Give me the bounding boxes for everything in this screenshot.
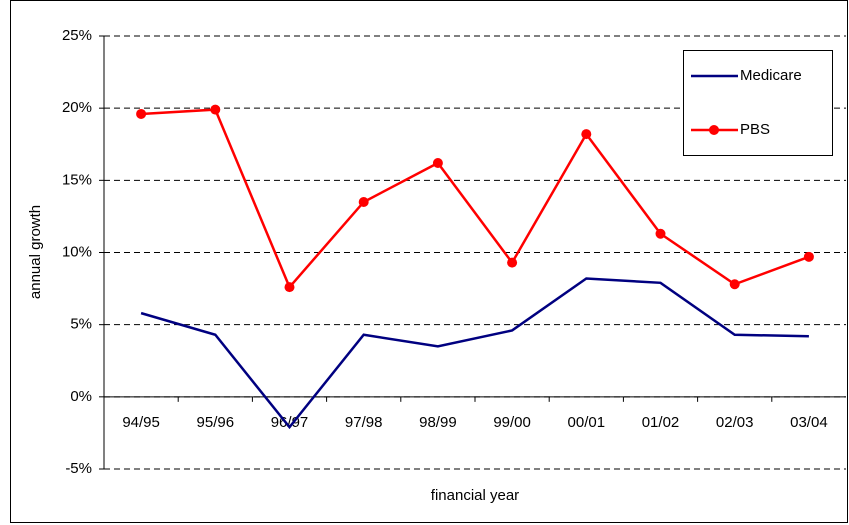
y-tick-label: 0% [70, 388, 92, 405]
legend-label: PBS [740, 121, 770, 138]
line-series [140, 277, 809, 430]
y-axis-title: annual growth [27, 205, 44, 299]
data-point [729, 279, 740, 290]
data-point [655, 228, 666, 239]
legend-label: Medicare [740, 67, 802, 84]
data-point [803, 251, 814, 262]
data-point [432, 158, 443, 169]
x-tick-label: 01/02 [642, 414, 680, 431]
x-tick-label: 98/99 [419, 414, 457, 431]
data-point [358, 196, 369, 207]
legend-marker [709, 125, 719, 135]
data-point [284, 282, 295, 293]
y-tick-label: -5% [65, 460, 92, 477]
y-tick-label: 10% [62, 243, 92, 260]
x-tick-label: 95/96 [197, 414, 235, 431]
y-tick-label: 25% [62, 27, 92, 44]
x-tick-label: 99/00 [493, 414, 531, 431]
x-tick-label: 97/98 [345, 414, 383, 431]
x-tick-label: 03/04 [790, 414, 828, 431]
y-tick-label: 5% [70, 316, 92, 333]
data-point [581, 129, 592, 140]
x-axis-title: financial year [431, 487, 519, 504]
data-point [210, 104, 221, 115]
x-tick-label: 96/97 [271, 414, 309, 431]
x-tick-label: 00/01 [568, 414, 606, 431]
y-tick-label: 20% [62, 99, 92, 116]
data-point [136, 108, 147, 119]
x-tick-label: 02/03 [716, 414, 754, 431]
x-tick-label: 94/95 [122, 414, 160, 431]
data-point [507, 257, 518, 268]
legend-box [683, 50, 833, 156]
y-tick-label: 15% [62, 171, 92, 188]
line-series [141, 108, 810, 290]
